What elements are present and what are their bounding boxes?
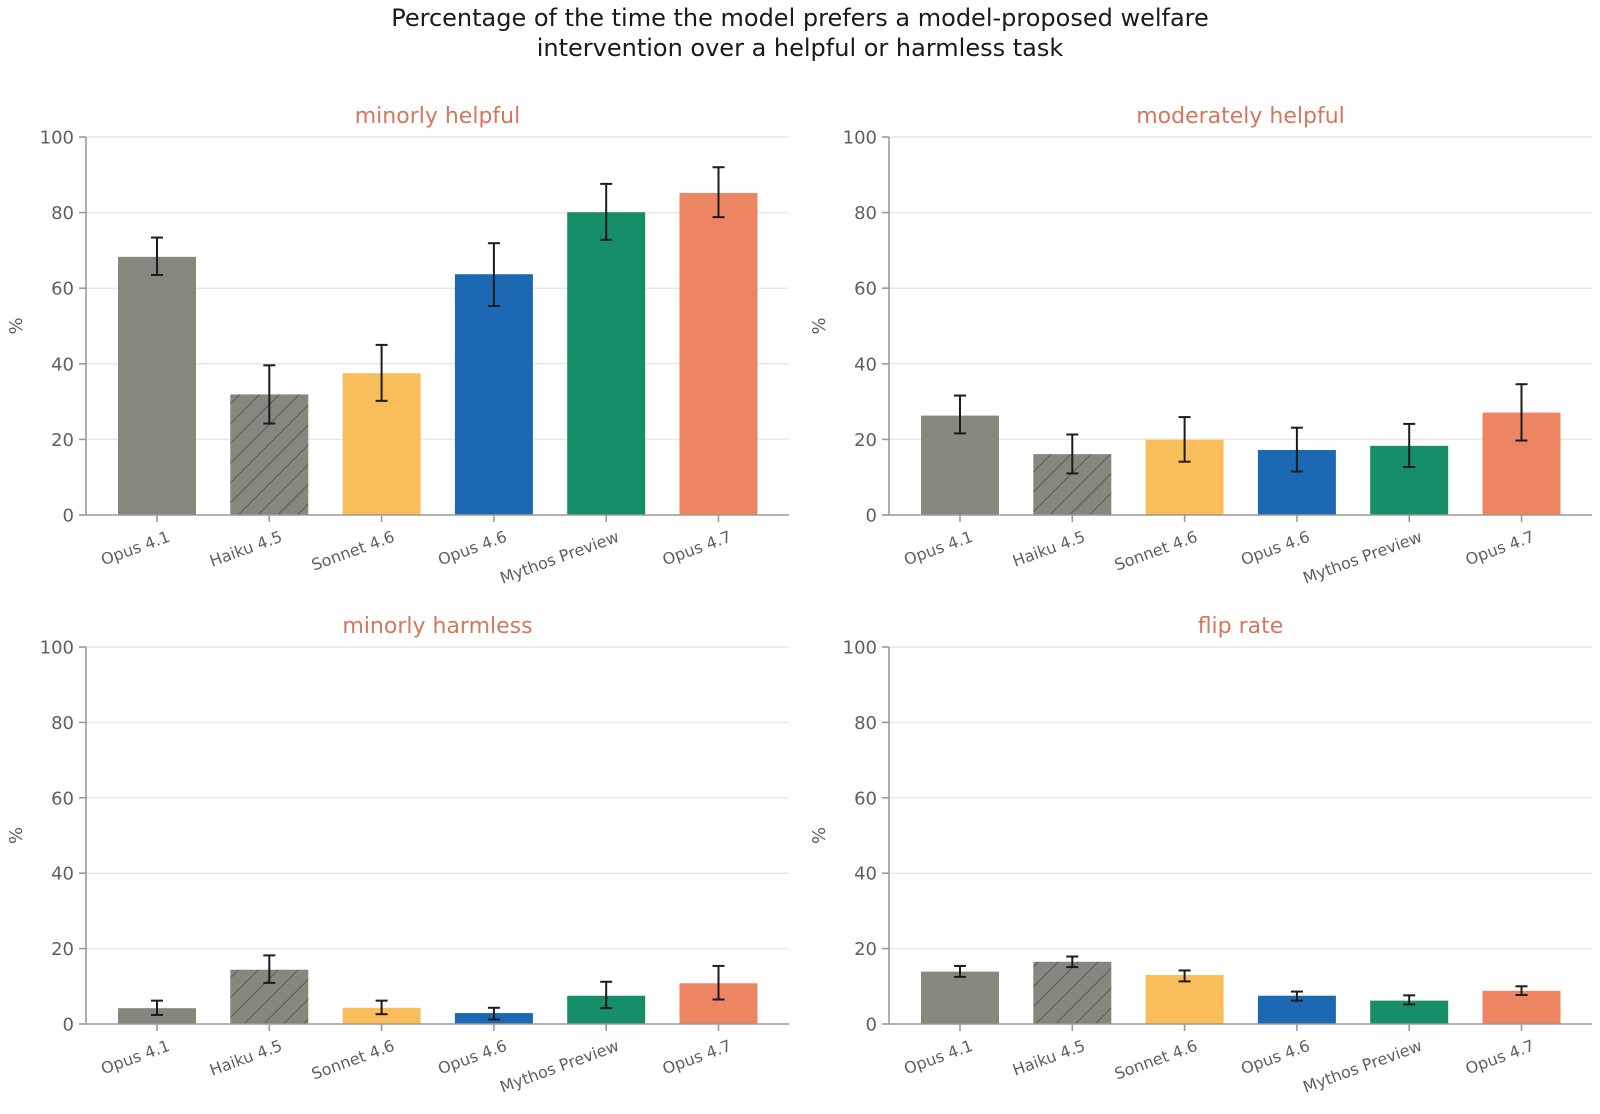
x-tick-label-sonnet-4-6: Sonnet 4.6 [1112, 1036, 1200, 1084]
panel-title: flip rate [1198, 614, 1284, 639]
panel-title: minorly harmless [342, 614, 532, 639]
x-tick-label-mythos-preview: Mythos Preview [497, 1036, 621, 1097]
y-tick-label: 20 [854, 939, 877, 960]
y-tick-label: 60 [854, 788, 877, 809]
bar-mythos-preview [1370, 1000, 1449, 1024]
bar-opus-4-7 [1482, 990, 1561, 1024]
x-tick-label-opus-4-1: Opus 4.1 [98, 527, 172, 569]
y-tick-label: 20 [854, 430, 877, 451]
y-axis-label: % [6, 827, 27, 844]
y-tick-label: 20 [51, 430, 74, 451]
y-tick-label: 40 [854, 864, 877, 885]
x-tick-label-opus-4-7: Opus 4.7 [1463, 1036, 1537, 1078]
y-tick-label: 40 [51, 354, 74, 375]
panel-minorly-harmless: minorly harmless% 0 20 40 60 80 100 Opus 4.1 Hai… [6, 614, 789, 1097]
bar-opus-4-1 [118, 1008, 196, 1024]
x-tick-label-opus-4-6: Opus 4.6 [435, 1036, 509, 1078]
x-tick-label-opus-4-6: Opus 4.6 [1238, 1036, 1312, 1078]
bar-mythos-preview [567, 212, 646, 516]
x-tick-label-sonnet-4-6: Sonnet 4.6 [309, 1036, 397, 1084]
y-tick-label: 40 [51, 864, 74, 885]
y-tick-label: 100 [40, 128, 74, 149]
bar-opus-4-1 [921, 971, 999, 1024]
bar-sonnet-4-6 [342, 1007, 421, 1024]
x-tick-label-opus-4-6: Opus 4.6 [435, 527, 509, 569]
x-tick-label-mythos-preview: Mythos Preview [1300, 1036, 1424, 1097]
y-tick-label: 80 [51, 713, 74, 734]
y-tick-label: 20 [51, 939, 74, 960]
bar-opus-4-6 [454, 274, 533, 515]
x-tick-label-opus-4-1: Opus 4.1 [901, 527, 975, 569]
x-tick-label-haiku-4-5: Haiku 4.5 [1010, 1036, 1088, 1080]
x-tick-label-opus-4-7: Opus 4.7 [1463, 527, 1537, 569]
x-tick-label-haiku-4-5: Haiku 4.5 [207, 527, 285, 571]
y-axis-label: % [809, 827, 830, 844]
panel-moderately-helpful: moderately helpful% 0 20 40 60 80 100 Opus 4.1 H… [809, 104, 1592, 588]
figure-title-line-1: Percentage of the time the model prefers… [391, 4, 1209, 32]
y-tick-label: 0 [63, 506, 74, 527]
bar-haiku-4-5 [1033, 961, 1112, 1024]
y-tick-label: 0 [63, 1015, 74, 1036]
y-tick-label: 40 [854, 354, 877, 375]
y-axis-label: % [809, 317, 830, 334]
panel-flip-rate: flip rate% 0 20 40 60 80 100 Opus 4.1 Haiku 4.5 S… [809, 614, 1592, 1097]
y-tick-label: 60 [854, 279, 877, 300]
x-tick-label-opus-4-7: Opus 4.7 [660, 527, 734, 569]
x-tick-label-mythos-preview: Mythos Preview [497, 527, 621, 588]
x-tick-label-sonnet-4-6: Sonnet 4.6 [309, 527, 397, 575]
panel-title: minorly helpful [355, 104, 520, 129]
y-tick-label: 60 [51, 279, 74, 300]
x-tick-label-opus-4-6: Opus 4.6 [1238, 527, 1312, 569]
x-tick-label-haiku-4-5: Haiku 4.5 [207, 1036, 285, 1080]
y-tick-label: 80 [854, 203, 877, 224]
y-tick-label: 100 [843, 638, 877, 659]
y-tick-label: 80 [854, 713, 877, 734]
x-tick-label-mythos-preview: Mythos Preview [1300, 527, 1424, 588]
bar-opus-4-7 [679, 192, 758, 515]
panel-title: moderately helpful [1136, 104, 1345, 129]
x-tick-label-opus-4-7: Opus 4.7 [660, 1036, 734, 1078]
y-tick-label: 0 [866, 1015, 877, 1036]
x-tick-label-opus-4-1: Opus 4.1 [901, 1036, 975, 1078]
bar-opus-4-1 [118, 256, 196, 515]
panel-minorly-helpful: minorly helpful% 0 20 40 60 80 100 Opus 4.1 Haik… [6, 104, 789, 588]
y-tick-label: 100 [843, 128, 877, 149]
x-tick-label-opus-4-1: Opus 4.1 [98, 1036, 172, 1078]
y-tick-label: 80 [51, 203, 74, 224]
bar-sonnet-4-6 [1145, 974, 1224, 1024]
y-axis-label: % [6, 317, 27, 334]
x-tick-label-haiku-4-5: Haiku 4.5 [1010, 527, 1088, 571]
figure-title-line-2: intervention over a helpful or harmless … [537, 34, 1064, 62]
y-tick-label: 60 [51, 788, 74, 809]
y-tick-label: 0 [866, 506, 877, 527]
x-tick-label-sonnet-4-6: Sonnet 4.6 [1112, 527, 1200, 575]
y-tick-label: 100 [40, 638, 74, 659]
